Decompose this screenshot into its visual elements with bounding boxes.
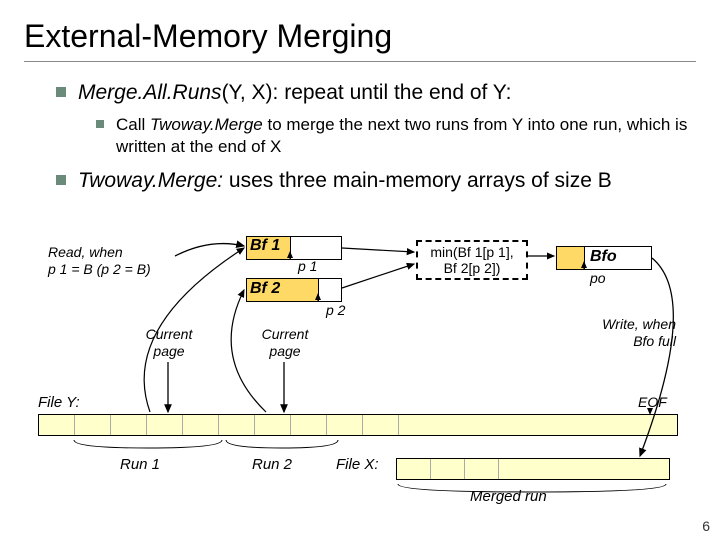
bullet-1: Merge.All.Runs(Y, X): repeat until the e… bbox=[56, 80, 696, 106]
diagram-area: Read, when p 1 = B (p 2 = B) Bf 1 p 1 Bf… bbox=[0, 228, 720, 518]
page-number: 6 bbox=[702, 518, 710, 534]
title-rule bbox=[24, 61, 696, 62]
bullet-square-icon bbox=[56, 175, 66, 185]
bullet-square-icon bbox=[96, 120, 104, 128]
bullet-square-icon bbox=[56, 87, 66, 97]
bullet-1-text: Merge.All.Runs(Y, X): repeat until the e… bbox=[78, 80, 512, 106]
bullet-1-1: Call Twoway.Merge to merge the next two … bbox=[96, 114, 696, 158]
slide-title: External-Memory Merging bbox=[24, 18, 696, 55]
diagram-svg bbox=[0, 228, 720, 518]
bullet-2-text: Twoway.Merge: uses three main-memory arr… bbox=[78, 168, 612, 194]
bullet-1-1-text: Call Twoway.Merge to merge the next two … bbox=[116, 114, 696, 158]
bullet-2: Twoway.Merge: uses three main-memory arr… bbox=[56, 168, 696, 194]
